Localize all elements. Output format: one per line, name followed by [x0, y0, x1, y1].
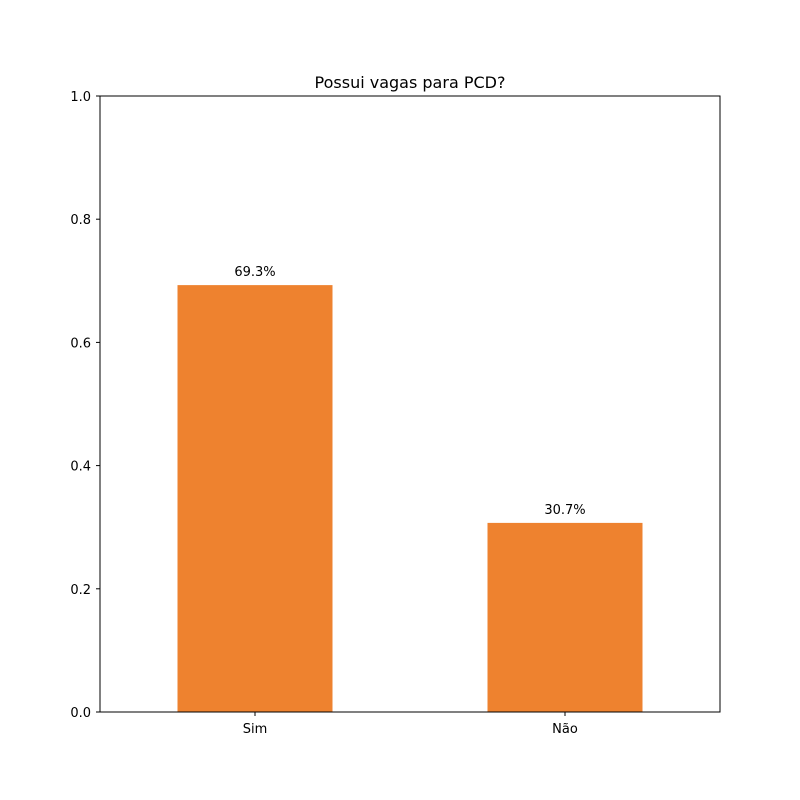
y-tick-label-1: 0.2	[70, 583, 91, 598]
bar-nao	[487, 522, 643, 712]
y-axis: 0.0 0.2 0.4 0.6 0.8 1.0	[70, 90, 100, 721]
data-label-nao: 30.7%	[544, 503, 585, 518]
y-tick-label-5: 1.0	[70, 90, 91, 105]
x-tick-label-nao: Não	[552, 722, 578, 737]
y-tick-label-2: 0.4	[70, 460, 91, 475]
bar-labels-group: 69.3% 30.7%	[234, 265, 585, 518]
x-tick-label-sim: Sim	[243, 722, 268, 737]
data-label-sim: 69.3%	[234, 265, 275, 280]
plot-frame	[99, 95, 721, 713]
chart-title: Possui vagas para PCD?	[315, 73, 506, 92]
bars-group	[177, 285, 643, 712]
x-axis: Sim Não	[243, 712, 578, 737]
y-tick-label-4: 0.8	[70, 213, 91, 228]
y-tick-label-3: 0.6	[70, 336, 91, 351]
y-tick-label-0: 0.0	[70, 706, 91, 721]
bar-sim	[177, 285, 333, 712]
